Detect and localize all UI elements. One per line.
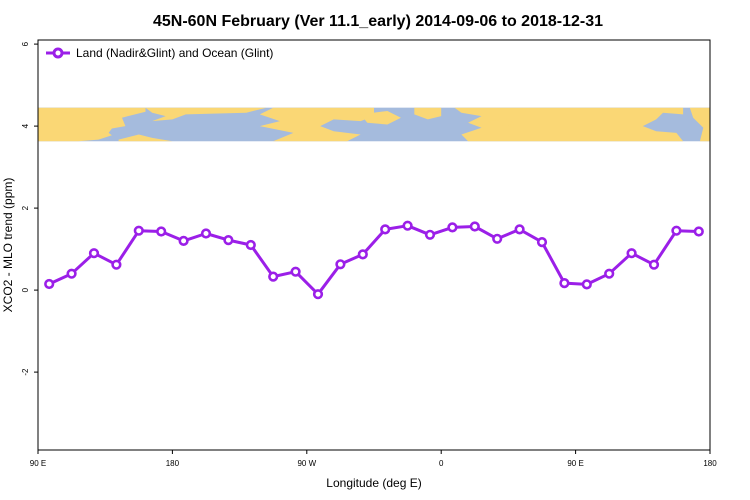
data-point [559,278,570,289]
data-point [380,224,391,235]
series-line [48,224,699,296]
series-layer [44,220,704,300]
data-point [693,226,704,237]
legend-marker-swatch [52,47,64,59]
data-point [626,248,637,259]
x-tick-label: 180 [166,459,180,468]
data-point [335,259,346,270]
map-land [38,107,710,142]
data-point [469,221,480,232]
land-mass-4 [360,111,401,125]
data-point [424,229,436,240]
data-point [88,248,100,259]
land-mass-8 [689,107,710,142]
data-point [604,268,615,279]
legend-label: Land (Nadir&Glint) and Ocean (Glint) [76,46,273,60]
x-tick-label: 180 [703,459,717,468]
y-tick-label: 4 [21,123,30,128]
data-point [581,279,592,290]
x-tick-label: 90 E [567,459,583,468]
land-mass-0 [38,107,146,142]
x-axis-label: Longitude (deg E) [326,476,421,490]
land-mass-3 [259,107,374,142]
data-point [290,266,301,277]
data-point [178,235,189,246]
x-axis: 90 E 180 90 W 0 90 E 180 [30,450,717,468]
x-tick-label: 0 [439,459,444,468]
legend: Land (Nadir&Glint) and Ocean (Glint) [46,46,273,60]
data-point [514,224,525,235]
y-axis: -2 0 2 4 6 [21,41,38,376]
data-point [245,239,256,251]
y-axis-label: XCO2 - MLO trend (ppm) [1,178,15,313]
data-point [44,278,55,290]
data-point [133,225,144,236]
data-point [111,259,122,270]
data-point [492,233,503,244]
land-mass-6 [454,107,684,142]
land-mass-5 [414,107,442,120]
data-point [66,268,77,279]
data-point [312,289,324,300]
y-tick-label: 6 [21,41,30,46]
y-tick-label: -2 [21,368,30,376]
land-mass-2 [145,107,267,122]
data-point [200,228,212,239]
plot-frame [37,39,711,451]
data-point [536,237,548,248]
data-point [357,249,368,260]
chart-title: 45N-60N February (Ver 11.1_early) 2014-0… [153,13,603,30]
data-point [156,226,167,237]
x-tick-label: 90 E [30,459,46,468]
data-point [402,220,413,231]
data-point [671,225,682,236]
y-tick-label: 0 [21,287,30,292]
y-tick-label: 2 [21,205,30,210]
land-mass-7 [488,119,516,127]
map-band [38,107,710,142]
data-point [223,235,234,246]
data-point [447,222,458,233]
x-tick-label: 90 W [297,459,316,468]
land-mass-1 [118,134,173,142]
data-point [648,259,660,270]
data-point [268,271,279,282]
